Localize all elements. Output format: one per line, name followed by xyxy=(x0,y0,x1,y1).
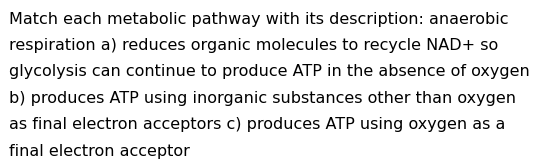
Text: Match each metabolic pathway with its description: anaerobic: Match each metabolic pathway with its de… xyxy=(9,12,508,27)
Text: final electron acceptor: final electron acceptor xyxy=(9,144,190,159)
Text: glycolysis can continue to produce ATP in the absence of oxygen: glycolysis can continue to produce ATP i… xyxy=(9,64,530,79)
Text: b) produces ATP using inorganic substances other than oxygen: b) produces ATP using inorganic substanc… xyxy=(9,91,516,106)
Text: as final electron acceptors c) produces ATP using oxygen as a: as final electron acceptors c) produces … xyxy=(9,117,506,132)
Text: respiration a) reduces organic molecules to recycle NAD+ so: respiration a) reduces organic molecules… xyxy=(9,38,498,53)
